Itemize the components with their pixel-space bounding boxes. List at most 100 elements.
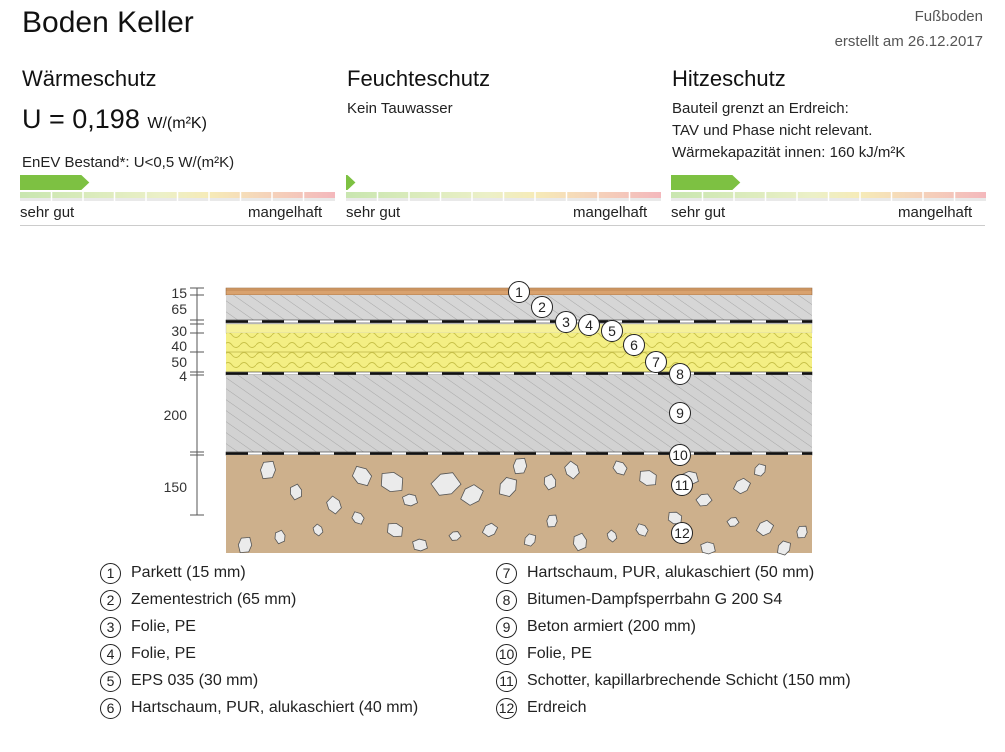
gravel-stone xyxy=(726,517,740,527)
legend-label: Folie, PE xyxy=(131,645,196,662)
u-value-number: U = 0,198 xyxy=(22,104,140,134)
legend-item-4: 4 Folie, PE xyxy=(100,642,196,666)
gravel-stone xyxy=(754,463,766,477)
scale-label-bad-1: mangelhaft xyxy=(248,204,323,221)
u-value-unit: W/(m²K) xyxy=(147,115,207,132)
dimension-label: 15 xyxy=(171,285,187,301)
dimension-label: 65 xyxy=(171,301,187,317)
page-title: Boden Keller xyxy=(22,6,194,39)
svg-text:8: 8 xyxy=(676,366,684,382)
gravel-stone xyxy=(460,484,484,506)
gravel-stone xyxy=(695,493,713,507)
legend-item-2: 2 Zementestrich (65 mm) xyxy=(100,588,296,612)
gravel-stone xyxy=(380,471,404,493)
legend-label: Zementestrich (65 mm) xyxy=(131,591,297,608)
diagram-callout-9: 9 xyxy=(669,402,691,424)
legend-label: Hartschaum, PUR, alukaschiert (50 mm) xyxy=(527,564,815,581)
diagram-callout-10: 10 xyxy=(669,444,691,466)
scale-label-good-2: sehr gut xyxy=(346,204,401,221)
gravel-stone xyxy=(573,532,587,552)
divider xyxy=(20,225,985,226)
svg-text:4: 4 xyxy=(585,317,593,333)
svg-text:10: 10 xyxy=(672,447,688,463)
legend-number-badge: 8 xyxy=(496,589,517,611)
legend-number-badge: 4 xyxy=(100,643,121,665)
gravel-stone xyxy=(796,525,808,539)
scale-label-bad-2: mangelhaft xyxy=(573,204,648,221)
svg-text:2: 2 xyxy=(538,299,546,315)
svg-text:6: 6 xyxy=(630,337,638,353)
legend-item-11: 11 Schotter, kapillarbrechende Schicht (1… xyxy=(496,669,851,693)
dimension-label: 30 xyxy=(171,323,187,339)
section-title-waermeschutz: Wärmeschutz xyxy=(22,66,157,91)
gravel-stone xyxy=(667,511,683,525)
scale-label-good-1: sehr gut xyxy=(20,204,75,221)
rating-indicator xyxy=(671,175,741,190)
gravel-stone xyxy=(700,541,716,555)
gravel-stone xyxy=(564,460,580,480)
legend-number-badge: 7 xyxy=(496,562,517,584)
diagram-callout-6: 6 xyxy=(623,334,645,356)
legend-number-badge: 1 xyxy=(100,562,121,584)
legend-item-5: 5 EPS 035 (30 mm) xyxy=(100,669,258,693)
gravel-stone xyxy=(481,522,499,538)
gravel-stone xyxy=(543,473,557,491)
enev-requirement: EnEV Bestand*: U<0,5 W/(m²K) xyxy=(22,154,235,171)
legend-label: Schotter, kapillarbrechende Schicht (150… xyxy=(527,672,851,689)
gravel-stone xyxy=(387,522,403,538)
gravel-stone xyxy=(499,477,517,497)
diagram-callout-3: 3 xyxy=(555,311,577,333)
legend-number-badge: 3 xyxy=(100,616,121,638)
legend-number-badge: 6 xyxy=(100,697,121,719)
rating-scales xyxy=(20,175,986,201)
diagram-callout-11: 11 xyxy=(671,474,693,496)
svg-text:9: 9 xyxy=(676,405,684,421)
legend-label: Erdreich xyxy=(527,699,587,716)
gravel-stone xyxy=(755,519,775,537)
rating-indicator xyxy=(20,175,90,190)
legend-label: Parkett (15 mm) xyxy=(131,564,246,581)
legend-number-badge: 10 xyxy=(496,643,517,665)
gravel-stone xyxy=(635,523,649,537)
gravel-stone xyxy=(402,493,418,507)
gravel-stone xyxy=(430,472,462,496)
svg-text:1: 1 xyxy=(515,284,523,300)
legend-label: EPS 035 (30 mm) xyxy=(131,672,259,689)
diagram-callout-1: 1 xyxy=(508,281,530,303)
legend-item-9: 9 Beton armiert (200 mm) xyxy=(496,615,696,639)
gravel-stone xyxy=(260,460,276,480)
legend-label: Folie, PE xyxy=(527,645,592,662)
hitzeschutz-text-1: Bauteil grenzt an Erdreich: xyxy=(672,100,849,117)
dimension-label: 200 xyxy=(164,407,188,423)
hitzeschutz-text-2: TAV und Phase nicht relevant. xyxy=(672,122,873,139)
svg-text:7: 7 xyxy=(652,354,660,370)
legend-label: Hartschaum, PUR, alukaschiert (40 mm) xyxy=(131,699,419,716)
gravel-stone xyxy=(274,529,286,545)
category-label: Fußboden xyxy=(914,8,983,25)
hitzeschutz-text-3: Wärmekapazität innen: 160 kJ/m²K xyxy=(672,144,906,161)
legend-item-10: 10 Folie, PE xyxy=(496,642,592,666)
section-title-hitzeschutz: Hitzeschutz xyxy=(672,66,786,91)
gravel-stone xyxy=(612,460,628,476)
layer-hartschaum-pur xyxy=(226,333,812,373)
legend-number-badge: 12 xyxy=(496,697,517,719)
scale-label-good-3: sehr gut xyxy=(671,204,726,221)
legend-label: Folie, PE xyxy=(131,618,196,635)
legend-label: Beton armiert (200 mm) xyxy=(527,618,696,635)
section-title-feuchteschutz: Feuchteschutz xyxy=(347,66,491,91)
gravel-stone xyxy=(326,495,342,515)
legend-item-3: 3 Folie, PE xyxy=(100,615,196,639)
gravel-stone xyxy=(732,477,752,495)
legend-number-badge: 9 xyxy=(496,616,517,638)
gravel-stone xyxy=(312,523,324,537)
gravel-stone xyxy=(523,533,537,547)
feuchteschutz-text-1: Kein Tauwasser xyxy=(347,100,453,117)
gravel-stone xyxy=(412,538,428,552)
legend-number-badge: 11 xyxy=(496,670,517,692)
gravel-stone xyxy=(351,511,365,525)
dimension-label: 40 xyxy=(171,338,187,354)
u-value: U = 0,198 W/(m²K) xyxy=(22,104,207,135)
legend-item-12: 12 Erdreich xyxy=(496,696,587,720)
diagram-callout-8: 8 xyxy=(669,363,691,385)
